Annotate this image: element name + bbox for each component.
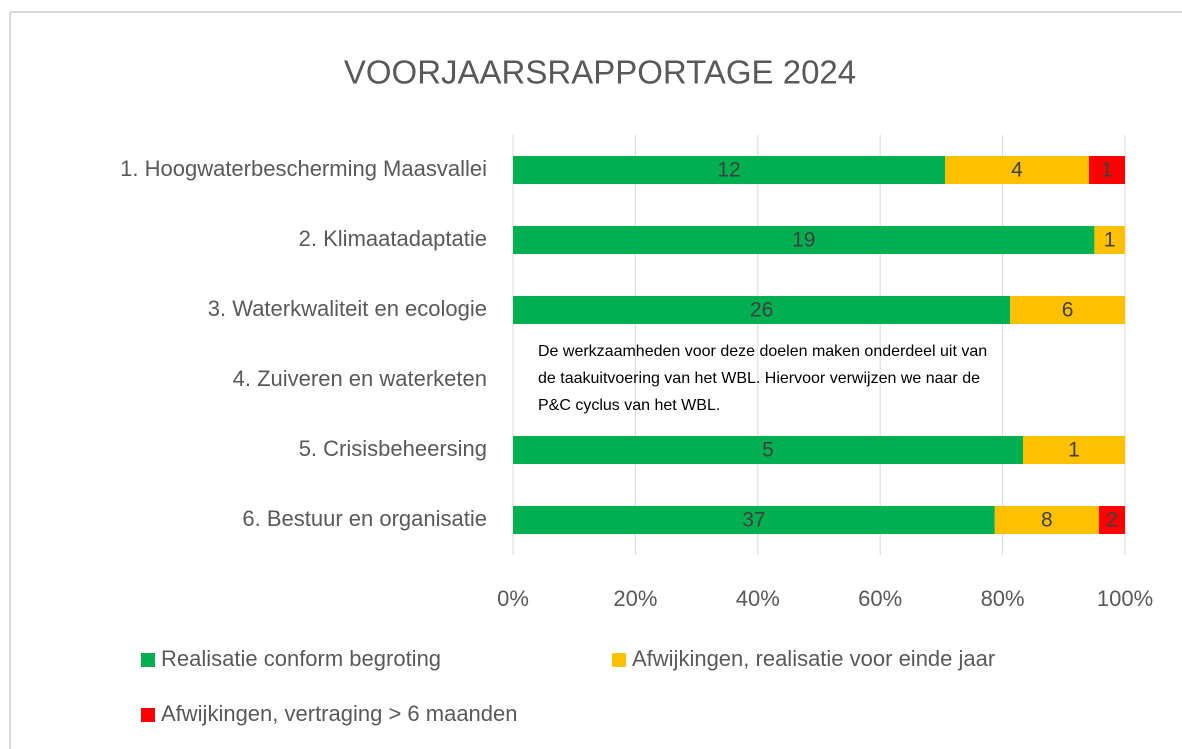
legend-swatch	[141, 708, 155, 722]
data-label: 1	[1104, 229, 1116, 252]
annotation: De werkzaamheden voor deze doelen maken …	[538, 343, 987, 360]
legend-label: Realisatie conform begroting	[161, 646, 441, 671]
bar-segment	[994, 506, 1099, 534]
bar-segment	[513, 436, 1023, 464]
data-label: 26	[750, 299, 773, 322]
x-tick-label: 80%	[981, 586, 1025, 611]
bar-segment	[945, 156, 1089, 184]
legend-label: Afwijkingen, vertraging > 6 maanden	[161, 701, 518, 726]
bar-segment	[513, 296, 1011, 324]
x-tick-label: 60%	[858, 586, 902, 611]
data-label: 2	[1106, 509, 1118, 532]
bar-segment	[1094, 226, 1125, 254]
category-label: 1. Hoogwaterbescherming Maasvallei	[120, 156, 487, 181]
data-label: 1	[1101, 159, 1113, 182]
x-tick-label: 40%	[736, 586, 780, 611]
data-label: 6	[1062, 299, 1074, 322]
category-label: 3. Waterkwaliteit en ecologie	[208, 296, 487, 321]
x-tick-label: 0%	[497, 586, 529, 611]
data-label: 4	[1011, 159, 1023, 182]
bar-segment	[513, 506, 995, 534]
x-tick-label: 100%	[1097, 586, 1153, 611]
data-label: 1	[1068, 439, 1080, 462]
annotation: P&C cyclus van het WBL.	[538, 397, 720, 414]
annotation: de taakuitvoering van het WBL. Hiervoor …	[538, 370, 980, 387]
bar-segment	[513, 156, 945, 184]
bar-segment	[513, 226, 1095, 254]
legend-swatch	[612, 653, 626, 667]
chart-title: VOORJAARSRAPPORTAGE 2024	[344, 54, 856, 91]
data-label: 5	[762, 439, 774, 462]
legend-swatch	[141, 653, 155, 667]
bar-segment	[1089, 156, 1125, 184]
legend-label: Afwijkingen, realisatie voor einde jaar	[632, 646, 995, 671]
data-label: 12	[717, 159, 740, 182]
data-label: 19	[792, 229, 815, 252]
category-label: 4. Zuiveren en waterketen	[233, 366, 487, 391]
category-label: 6. Bestuur en organisatie	[242, 506, 487, 531]
category-label: 5. Crisisbeheersing	[299, 436, 487, 461]
bar-segment	[1010, 296, 1125, 324]
data-label: 8	[1041, 509, 1053, 532]
x-tick-label: 20%	[613, 586, 657, 611]
bar-segment	[1098, 506, 1125, 534]
bar-segment	[1023, 436, 1125, 464]
category-label: 2. Klimaatadaptatie	[299, 226, 487, 251]
data-label: 37	[742, 509, 765, 532]
